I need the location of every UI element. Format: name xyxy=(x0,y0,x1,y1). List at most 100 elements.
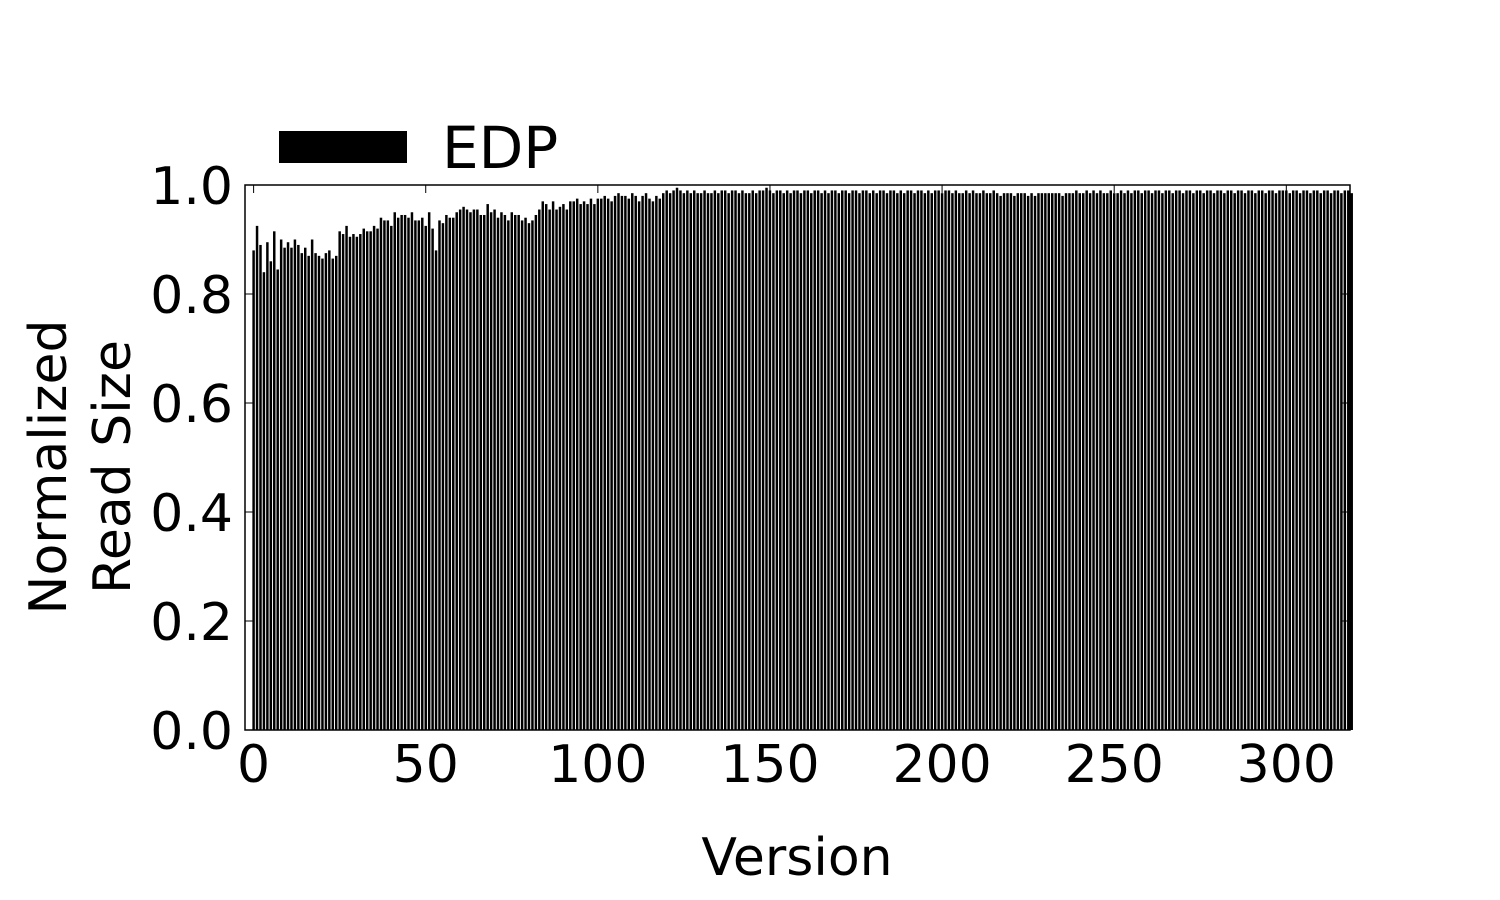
bar xyxy=(283,247,286,730)
bar xyxy=(1309,193,1312,731)
bar xyxy=(954,190,958,730)
bar xyxy=(658,198,662,731)
bar xyxy=(631,193,634,731)
bar xyxy=(1119,190,1123,730)
bar xyxy=(803,190,806,730)
x-tick-label: 50 xyxy=(393,735,459,795)
bar xyxy=(1030,193,1033,731)
bar xyxy=(675,187,679,731)
x-tick-label: 150 xyxy=(720,735,819,795)
bar xyxy=(603,195,606,730)
bar xyxy=(951,193,954,731)
bar xyxy=(1071,193,1075,731)
bar xyxy=(1147,190,1150,730)
bar xyxy=(321,258,324,730)
x-tick-label: 100 xyxy=(548,735,647,795)
bar xyxy=(665,190,668,730)
bar xyxy=(1212,193,1216,731)
bar xyxy=(765,187,768,731)
bar xyxy=(792,190,796,730)
bar xyxy=(414,220,417,731)
bar xyxy=(324,253,328,731)
bar xyxy=(352,234,355,731)
bar xyxy=(538,209,541,730)
bar xyxy=(992,190,995,730)
bar xyxy=(871,190,875,730)
bar xyxy=(961,193,964,731)
bar xyxy=(1064,193,1068,731)
bar xyxy=(489,212,493,730)
bar xyxy=(362,228,365,730)
bar xyxy=(899,190,903,730)
bar xyxy=(885,193,889,731)
bar xyxy=(379,217,383,730)
bar xyxy=(1137,190,1140,730)
bar xyxy=(699,193,703,731)
bar xyxy=(534,214,538,731)
bar xyxy=(1281,190,1285,730)
bar xyxy=(317,255,321,730)
bar xyxy=(1188,190,1192,730)
bar xyxy=(710,193,713,731)
bar xyxy=(737,193,741,731)
bar xyxy=(1102,193,1106,731)
bar xyxy=(400,214,403,731)
bar xyxy=(820,193,823,731)
bar xyxy=(789,193,792,731)
bar xyxy=(785,190,789,730)
bar xyxy=(1157,190,1161,730)
bar xyxy=(875,193,878,731)
bar xyxy=(727,193,730,731)
bar xyxy=(796,190,799,730)
bar xyxy=(1199,190,1202,730)
bar xyxy=(730,190,734,730)
bar xyxy=(1240,190,1243,730)
bar xyxy=(768,190,772,730)
bar xyxy=(1233,193,1236,731)
bar xyxy=(1316,190,1319,730)
bar xyxy=(1195,190,1199,730)
x-tick-label: 250 xyxy=(1065,735,1164,795)
bar xyxy=(1226,190,1230,730)
bar xyxy=(1347,190,1350,730)
bar xyxy=(483,214,486,731)
bar xyxy=(300,253,304,731)
bar xyxy=(1075,190,1078,730)
bar xyxy=(1143,190,1147,730)
bar xyxy=(1006,193,1009,731)
bar xyxy=(827,193,830,731)
bar xyxy=(1161,193,1164,731)
bar xyxy=(1230,190,1233,730)
bar xyxy=(1192,193,1195,731)
bar xyxy=(1013,195,1016,730)
bar xyxy=(334,255,338,730)
bar xyxy=(1044,193,1047,731)
bar xyxy=(469,212,472,730)
bar xyxy=(651,201,655,731)
bar xyxy=(754,193,758,731)
bar xyxy=(717,193,720,731)
bar xyxy=(569,201,572,731)
bar xyxy=(1336,190,1340,730)
bar xyxy=(1168,190,1171,730)
bar xyxy=(1271,190,1274,730)
bar xyxy=(458,209,462,730)
bar xyxy=(751,190,754,730)
bar xyxy=(944,190,947,730)
bar xyxy=(421,217,424,730)
bar xyxy=(293,239,297,730)
bar xyxy=(1216,190,1219,730)
bar xyxy=(799,193,803,731)
bar xyxy=(1333,190,1336,730)
bar xyxy=(1322,190,1326,730)
bar xyxy=(606,198,610,731)
bar xyxy=(273,231,276,730)
bar xyxy=(455,212,458,730)
bar xyxy=(555,209,558,730)
bar xyxy=(386,220,390,731)
bar xyxy=(813,190,816,730)
bar xyxy=(1140,193,1143,731)
bar xyxy=(837,193,841,731)
bar xyxy=(748,193,751,731)
bar xyxy=(868,193,872,731)
